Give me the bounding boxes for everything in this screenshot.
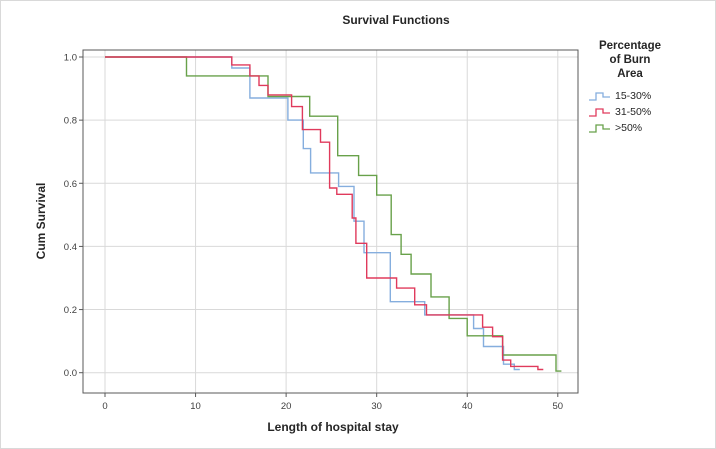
x-tick-label: 20: [281, 401, 292, 412]
x-tick-label: 50: [553, 401, 564, 412]
y-tick-label: 0.4: [64, 242, 77, 253]
legend-entry-31-50: 31-50%: [588, 104, 694, 120]
curve-31-50-: [105, 56, 544, 371]
y-tick-label: 0.0: [64, 368, 77, 379]
legend-title-line: of Burn: [609, 54, 651, 66]
y-tick-label: 0.2: [64, 305, 77, 316]
legend-entries: 15-30% 31-50% >50%: [584, 88, 694, 136]
x-tick-labels: 0 10 20 30 40 50: [102, 401, 563, 412]
curve--50-: [105, 56, 562, 372]
step-line-swatch-icon: [589, 92, 610, 101]
plot-svg: 0 10 20 30 40 50 0.0 0.2 0.4 0.6 0.8 1.0: [64, 49, 579, 412]
y-tick-label: 1.0: [64, 53, 77, 64]
plot-frame: [82, 49, 579, 394]
x-tick-label: 30: [371, 401, 382, 412]
y-tick-label: 0.6: [64, 179, 77, 190]
step-line-swatch-icon: [589, 108, 610, 117]
legend-entry-gt50: >50%: [588, 120, 694, 136]
x-tick-label: 40: [462, 401, 473, 412]
x-tick-label: 10: [190, 401, 201, 412]
legend-entry-label: >50%: [615, 122, 643, 134]
y-tick-label: 0.8: [64, 116, 77, 127]
x-axis-title: Length of hospital stay: [267, 420, 399, 434]
gridlines: [83, 50, 578, 393]
step-line-swatch-icon: [589, 124, 610, 133]
chart-title: Survival Functions: [342, 13, 450, 27]
legend-title-line: Percentage: [598, 40, 661, 52]
curve-15-30-: [105, 56, 520, 371]
legend-title-line: Area: [617, 68, 643, 80]
legend-title: Percentage of Burn Area: [584, 39, 676, 81]
y-tick-labels: 0.0 0.2 0.4 0.6 0.8 1.0: [64, 53, 77, 380]
legend: Percentage of Burn Area 15-30% 31-50%: [584, 39, 694, 136]
legend-entry-label: 15-30%: [615, 90, 652, 102]
x-tick-label: 0: [102, 401, 107, 412]
legend-entry-label: 31-50%: [615, 106, 652, 118]
axis-ticks: [79, 56, 559, 397]
curves: [105, 56, 562, 372]
legend-entry-15-30: 15-30%: [588, 88, 694, 104]
